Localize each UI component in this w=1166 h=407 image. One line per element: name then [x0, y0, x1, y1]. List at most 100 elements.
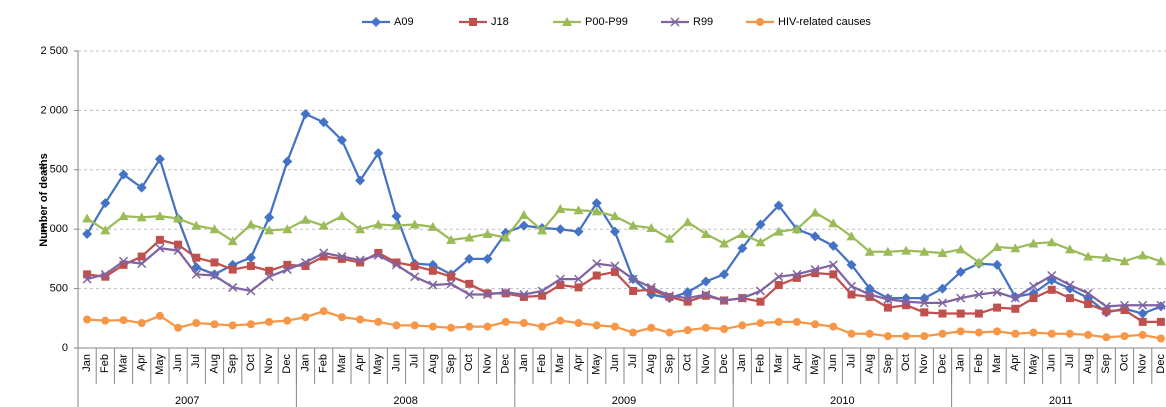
- marker: [810, 231, 821, 242]
- marker: [592, 321, 601, 330]
- marker: [391, 211, 402, 222]
- marker: [865, 329, 874, 338]
- marker: [737, 243, 748, 254]
- marker: [756, 18, 764, 26]
- x-tick-label: Nov: [263, 354, 275, 374]
- x-tick-label: Mar: [554, 354, 566, 373]
- marker: [391, 260, 402, 270]
- marker: [1102, 333, 1111, 342]
- marker: [154, 154, 165, 165]
- marker: [464, 290, 474, 300]
- marker: [701, 290, 711, 300]
- x-tick-label: Jan: [299, 354, 311, 372]
- marker: [1155, 256, 1166, 266]
- marker: [83, 270, 92, 279]
- marker: [318, 117, 329, 128]
- marker: [920, 308, 929, 317]
- marker: [283, 260, 292, 269]
- x-tick-label: Mar: [991, 354, 1003, 373]
- x-tick-label: Aug: [1082, 354, 1094, 374]
- marker: [137, 252, 146, 261]
- marker: [356, 258, 365, 267]
- marker: [282, 265, 292, 275]
- marker: [864, 246, 875, 256]
- marker: [173, 213, 184, 223]
- marker: [265, 266, 274, 275]
- marker: [1083, 288, 1093, 298]
- marker: [719, 269, 730, 280]
- x-tick-label: Mar: [773, 354, 785, 373]
- marker: [264, 225, 275, 235]
- marker: [1137, 308, 1148, 319]
- marker: [355, 175, 366, 186]
- marker: [829, 322, 838, 331]
- marker: [919, 298, 929, 308]
- marker: [209, 224, 220, 234]
- marker: [446, 234, 457, 244]
- y-tick-label: 1 500: [40, 164, 68, 176]
- marker: [392, 258, 401, 267]
- marker: [847, 290, 856, 299]
- marker: [647, 285, 656, 294]
- marker: [1137, 250, 1148, 260]
- marker: [901, 245, 912, 255]
- marker: [1065, 329, 1074, 338]
- marker: [1029, 294, 1038, 303]
- marker: [373, 219, 384, 229]
- x-tick-label: Aug: [864, 354, 876, 374]
- marker: [155, 235, 164, 244]
- marker: [956, 293, 966, 303]
- marker: [865, 290, 875, 300]
- x-tick-label: Feb: [318, 354, 330, 373]
- marker: [1120, 332, 1129, 341]
- x-tick-label: Mar: [336, 354, 348, 373]
- marker: [538, 291, 547, 300]
- marker: [1156, 300, 1166, 310]
- marker: [810, 265, 820, 275]
- marker: [591, 198, 602, 209]
- marker: [555, 224, 566, 235]
- marker: [974, 309, 983, 318]
- marker: [920, 332, 929, 341]
- marker: [227, 236, 238, 246]
- marker: [755, 286, 766, 296]
- marker: [537, 225, 548, 235]
- marker: [210, 258, 219, 267]
- marker: [573, 274, 584, 284]
- marker: [1084, 330, 1093, 339]
- marker: [519, 290, 529, 300]
- marker: [828, 218, 839, 228]
- marker: [955, 266, 966, 277]
- marker: [956, 327, 965, 336]
- marker: [264, 212, 275, 223]
- marker: [319, 307, 328, 316]
- marker: [83, 315, 92, 324]
- marker: [664, 233, 675, 243]
- marker: [1010, 293, 1020, 303]
- marker: [118, 211, 129, 221]
- marker: [173, 246, 183, 256]
- marker: [1119, 256, 1130, 266]
- marker: [573, 226, 584, 237]
- marker: [700, 276, 711, 287]
- marker: [264, 272, 274, 282]
- x-tick-label: Jun: [1046, 354, 1058, 372]
- marker: [938, 329, 947, 338]
- marker: [355, 224, 366, 234]
- marker: [336, 211, 347, 221]
- marker: [591, 206, 602, 216]
- y-axis-label: Number of deaths: [38, 153, 50, 247]
- x-tick-label: Feb: [536, 354, 548, 373]
- marker: [337, 313, 346, 322]
- x-tick-label: May: [1027, 354, 1039, 375]
- marker: [755, 237, 766, 247]
- marker: [374, 248, 383, 257]
- x-tick-label: Jul: [409, 354, 421, 368]
- marker: [683, 326, 692, 335]
- marker: [664, 291, 675, 301]
- marker: [1083, 251, 1094, 261]
- marker: [410, 262, 419, 271]
- x-tick-label: Dec: [936, 354, 948, 374]
- marker: [574, 283, 583, 292]
